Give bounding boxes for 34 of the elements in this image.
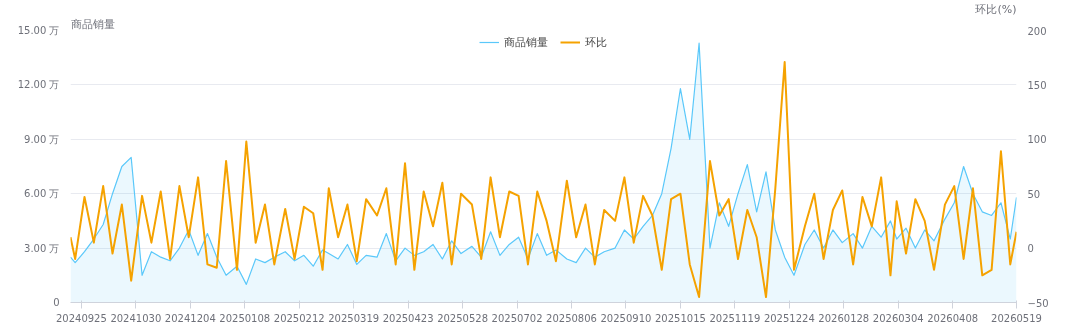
x-tick-label: 20250423	[382, 312, 434, 324]
legend-label: 环比	[585, 34, 607, 50]
y-tick-label: 12.00 万	[17, 79, 60, 91]
y2-tick-label: 200	[1027, 25, 1047, 37]
y2-axis-title: 环比(%)	[975, 2, 1017, 16]
x-tick-label: 20251015	[654, 312, 706, 324]
x-tick-label: 20240925	[55, 312, 107, 324]
x-tick-label: 20250702	[491, 312, 543, 324]
x-tick-label: 20250910	[600, 312, 652, 324]
x-tick-label: 20241030	[110, 312, 162, 324]
y2-tick-label: −50	[1027, 297, 1049, 309]
x-tick-label: 20241204	[164, 312, 216, 324]
x-tick-label: 20260128	[818, 312, 870, 324]
x-tick-label: 20260408	[927, 312, 979, 324]
y-tick-label: 15.00 万	[17, 25, 60, 36]
y-axis-title: 商品销量	[70, 17, 115, 31]
x-tick-label: 20250212	[273, 312, 325, 324]
y2-tick-label: 0	[1027, 243, 1034, 255]
y-tick-label: 3.00 万	[24, 242, 60, 254]
x-tick-label: 20251224	[763, 312, 815, 324]
x-tick-label: 20250528	[437, 312, 489, 324]
y2-tick-label: 50	[1027, 188, 1041, 200]
x-tick-label: 20260304	[872, 312, 924, 324]
y-tick-label: 0	[53, 297, 60, 308]
x-tick-label: 20260519	[991, 312, 1042, 324]
x-tick-label: 20250319	[328, 312, 380, 324]
y-tick-label: 9.00 万	[24, 133, 60, 145]
legend-label: 商品销量	[504, 34, 548, 50]
x-tick-label: 20250806	[546, 312, 597, 324]
x-tick-label: 20250108	[219, 312, 271, 324]
y-tick-label: 6.00 万	[24, 188, 60, 200]
y2-tick-label: 100	[1027, 134, 1047, 146]
y2-tick-label: 150	[1027, 79, 1047, 91]
x-tick-label: 20251119	[709, 312, 761, 324]
